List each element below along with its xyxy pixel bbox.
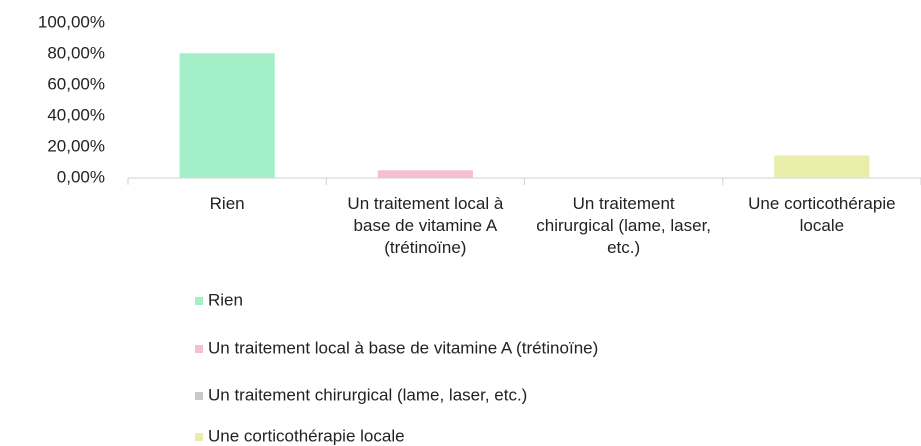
y-tick-label: 0,00% <box>57 167 105 186</box>
x-tick-label: Un traitement chirurgical (lame, laser, … <box>536 194 712 257</box>
legend-label: Rien <box>208 290 243 309</box>
y-tick-label: 80,00% <box>47 43 105 62</box>
y-tick-label: 100,00% <box>38 12 105 31</box>
y-tick-label: 40,00% <box>47 105 105 124</box>
bar <box>774 155 870 178</box>
x-tick-label: Une corticothérapie locale <box>748 194 896 235</box>
bar <box>179 53 275 178</box>
x-tick-label: Un traitement local à base de vitamine A… <box>347 194 504 257</box>
legend-label: Un traitement chirurgical (lame, laser, … <box>208 385 527 404</box>
bar <box>377 170 473 178</box>
legend-label: Une corticothérapie locale <box>208 426 405 445</box>
legend-swatch <box>195 345 203 353</box>
y-tick-label: 20,00% <box>47 136 105 155</box>
legend-swatch <box>195 392 203 400</box>
legend-swatch <box>195 433 203 441</box>
legend-label: Un traitement local à base de vitamine A… <box>208 338 598 357</box>
y-tick-label: 60,00% <box>47 74 105 93</box>
x-tick-label: Rien <box>209 194 245 213</box>
legend-swatch <box>195 297 203 305</box>
